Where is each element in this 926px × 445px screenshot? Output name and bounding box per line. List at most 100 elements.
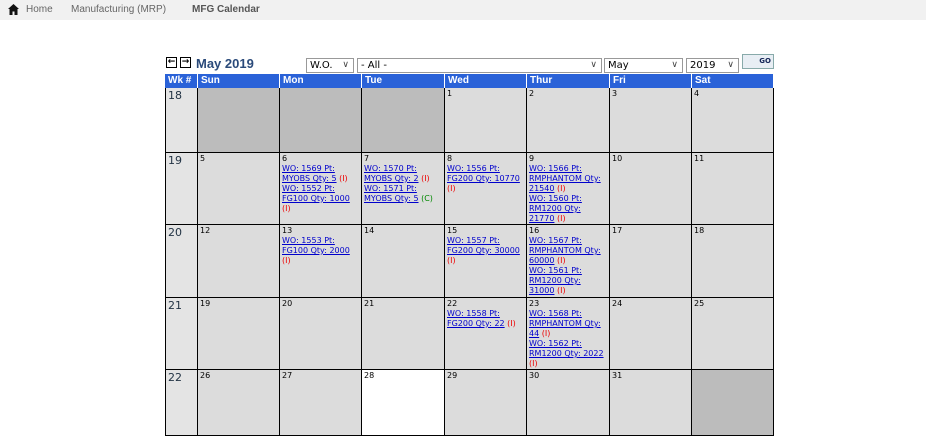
day-cell[interactable]	[692, 370, 774, 436]
work-order-link[interactable]: WO: 1556 Pt: FG200 Qty: 10770	[447, 164, 520, 183]
filter-select[interactable]: - All - ∨	[357, 58, 602, 73]
day-cell[interactable]: 15 WO: 1557 Pt: FG200 Qty: 30000 (I)	[445, 225, 527, 298]
day-cell[interactable]: 5	[198, 153, 280, 225]
day-number: 12	[200, 226, 211, 235]
work-order-link[interactable]: WO: 1567 Pt: RMPHANTOM Qty: 60000	[529, 236, 601, 265]
day-cell[interactable]: 30	[527, 370, 610, 436]
day-number: 20	[282, 299, 293, 308]
work-order-link[interactable]: WO: 1568 Pt: RMPHANTOM Qty: 44	[529, 309, 601, 338]
day-cell[interactable]: 12	[198, 225, 280, 298]
day-cell[interactable]: 19	[198, 298, 280, 370]
work-order-link[interactable]: WO: 1561 Pt: RM1200 Qty: 31000	[529, 266, 582, 295]
year-select[interactable]: 2019 ∨	[686, 58, 739, 73]
day-number: 18	[694, 226, 705, 235]
status-badge: (I)	[282, 256, 291, 265]
column-header-tue: Tue	[362, 74, 445, 88]
status-badge: (I)	[554, 286, 566, 295]
day-number: 4	[694, 89, 700, 98]
day-cell[interactable]	[198, 88, 280, 153]
work-order-link[interactable]: WO: 1560 Pt: RM1200 Qty: 21770	[529, 194, 582, 223]
day-cell[interactable]: 25	[692, 298, 774, 370]
day-cell[interactable]: 21	[362, 298, 445, 370]
work-order-entry: WO: 1560 Pt: RM1200 Qty: 21770 (I)	[529, 194, 607, 224]
day-number: 2	[529, 89, 535, 98]
day-cell[interactable]: 18	[692, 225, 774, 298]
day-cell[interactable]: 2	[527, 88, 610, 153]
work-order-link[interactable]: WO: 1553 Pt: FG100 Qty: 2000	[282, 236, 350, 255]
breadcrumb-current: MFG Calendar	[192, 4, 260, 15]
work-order-entry: WO: 1558 Pt: FG200 Qty: 22 (I)	[447, 309, 524, 329]
breadcrumb-home[interactable]: Home	[26, 4, 53, 15]
work-order-link[interactable]: WO: 1569 Pt: MYOBS Qty: 5	[282, 164, 337, 183]
work-order-link[interactable]: WO: 1571 Pt: MYOBS Qty: 5	[364, 184, 419, 203]
day-cell[interactable]: 14	[362, 225, 445, 298]
day-cell[interactable]: 31	[610, 370, 692, 436]
status-badge: (I)	[554, 214, 566, 223]
day-cell[interactable]: 17	[610, 225, 692, 298]
work-order-entry: WO: 1568 Pt: RMPHANTOM Qty: 44 (I)	[529, 309, 607, 339]
status-badge: (I)	[282, 204, 291, 213]
status-badge: (I)	[447, 256, 456, 265]
work-order-link[interactable]: WO: 1562 Pt: RM1200 Qty: 2022	[529, 339, 604, 358]
day-cell[interactable]: 7 WO: 1570 Pt: MYOBS Qty: 2 (I) WO: 1571 P…	[362, 153, 445, 225]
work-order-link[interactable]: WO: 1558 Pt: FG200 Qty: 22	[447, 309, 505, 328]
day-cell[interactable]: 11	[692, 153, 774, 225]
day-number: 23	[529, 299, 540, 308]
home-icon[interactable]	[8, 4, 19, 15]
day-cell[interactable]: 20	[280, 298, 362, 370]
day-cell[interactable]: 9 WO: 1566 Pt: RMPHANTOM Qty: 21540 (I) WO…	[527, 153, 610, 225]
week-number: 22	[165, 370, 198, 436]
breadcrumb-manufacturing[interactable]: Manufacturing (MRP)	[71, 4, 167, 15]
day-cell[interactable]	[280, 88, 362, 153]
filter-select-value: - All -	[361, 60, 387, 71]
type-select[interactable]: W.O. ∨	[306, 58, 354, 73]
day-cell[interactable]: 8 WO: 1556 Pt: FG200 Qty: 10770 (I)	[445, 153, 527, 225]
day-number: 31	[612, 371, 623, 380]
day-cell[interactable]: 6 WO: 1569 Pt: MYOBS Qty: 5 (I) WO: 1552 P…	[280, 153, 362, 225]
day-cell[interactable]: 3	[610, 88, 692, 153]
week-number: 19	[165, 153, 198, 225]
column-header-mon: Mon	[280, 74, 362, 88]
status-badge: (I)	[504, 319, 516, 328]
month-select[interactable]: May ∨	[604, 58, 683, 73]
day-number: 13	[282, 226, 293, 235]
day-number: 16	[529, 226, 540, 235]
day-cell[interactable]: 1	[445, 88, 527, 153]
day-cell[interactable]: 23 WO: 1568 Pt: RMPHANTOM Qty: 44 (I) WO: …	[527, 298, 610, 370]
day-cell[interactable]: 10	[610, 153, 692, 225]
day-cell[interactable]: 27	[280, 370, 362, 436]
day-cell[interactable]: 28	[362, 370, 445, 436]
work-order-entry: WO: 1569 Pt: MYOBS Qty: 5 (I)	[282, 164, 359, 184]
work-order-entry: WO: 1566 Pt: RMPHANTOM Qty: 21540 (I)	[529, 164, 607, 194]
arrow-left-icon[interactable]: ←	[166, 57, 177, 68]
go-label: GO	[759, 57, 771, 65]
week-number: 21	[165, 298, 198, 370]
work-order-entry: WO: 1567 Pt: RMPHANTOM Qty: 60000 (I)	[529, 236, 607, 266]
arrow-right-icon[interactable]: →	[180, 57, 191, 68]
work-order-link[interactable]: WO: 1570 Pt: MYOBS Qty: 2	[364, 164, 419, 183]
work-order-entry: WO: 1562 Pt: RM1200 Qty: 2022 (I)	[529, 339, 607, 369]
day-cell[interactable]: 29	[445, 370, 527, 436]
day-cell[interactable]: 22 WO: 1558 Pt: FG200 Qty: 22 (I)	[445, 298, 527, 370]
work-order-link[interactable]: WO: 1552 Pt: FG100 Qty: 1000	[282, 184, 350, 203]
work-order-link[interactable]: WO: 1557 Pt: FG200 Qty: 30000	[447, 236, 520, 255]
status-badge: (C)	[418, 194, 433, 203]
work-order-entry: WO: 1553 Pt: FG100 Qty: 2000 (I)	[282, 236, 359, 266]
work-order-link[interactable]: WO: 1566 Pt: RMPHANTOM Qty: 21540	[529, 164, 601, 193]
day-cell[interactable]: 26	[198, 370, 280, 436]
day-number: 22	[447, 299, 458, 308]
day-number: 30	[529, 371, 540, 380]
week-number: 20	[165, 225, 198, 298]
day-number: 25	[694, 299, 705, 308]
day-number: 3	[612, 89, 618, 98]
day-number: 17	[612, 226, 623, 235]
go-button[interactable]: GO	[742, 54, 774, 69]
chevron-down-icon: ∨	[590, 60, 597, 70]
day-cell[interactable]	[362, 88, 445, 153]
day-cell[interactable]: 4	[692, 88, 774, 153]
day-cell[interactable]: 16 WO: 1567 Pt: RMPHANTOM Qty: 60000 (I) W…	[527, 225, 610, 298]
day-cell[interactable]: 13 WO: 1553 Pt: FG100 Qty: 2000 (I)	[280, 225, 362, 298]
day-number: 24	[612, 299, 623, 308]
work-order-entry: WO: 1561 Pt: RM1200 Qty: 31000 (I)	[529, 266, 607, 296]
day-cell[interactable]: 24	[610, 298, 692, 370]
